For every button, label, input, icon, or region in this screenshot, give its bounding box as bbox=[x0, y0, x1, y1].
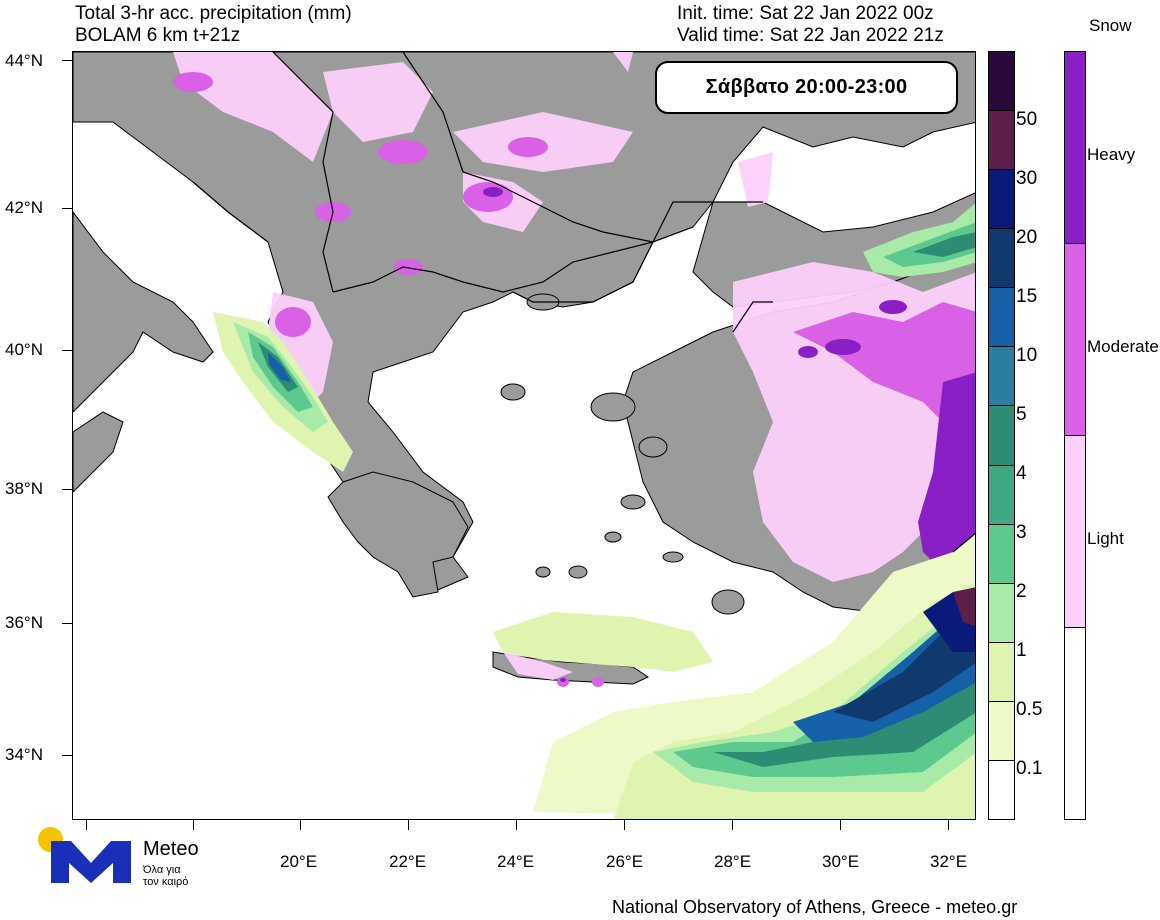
rain-label-2: 2 bbox=[1016, 581, 1027, 602]
model-label: BOLAM 6 km t+21z bbox=[75, 25, 241, 46]
lon-label-22: 22°E bbox=[389, 852, 427, 871]
rain-colorbar-segment bbox=[989, 228, 1014, 288]
snow-label-moderate: Moderate bbox=[1087, 337, 1159, 356]
lon-tick bbox=[948, 820, 949, 830]
lat-tick bbox=[62, 208, 72, 209]
lat-label-34: 34°N bbox=[5, 745, 43, 764]
rain-label-15: 15 bbox=[1016, 286, 1038, 307]
snow-heavy-areas bbox=[483, 187, 975, 682]
snow-colorbar-segment bbox=[1065, 435, 1085, 627]
lon-label-20: 20°E bbox=[280, 852, 318, 871]
lon-label-26: 26°E bbox=[606, 852, 644, 871]
rain-label-5: 5 bbox=[1016, 404, 1027, 425]
lat-tick bbox=[62, 60, 72, 61]
lat-label-40: 40°N bbox=[5, 340, 43, 359]
lat-label-44: 44°N bbox=[5, 51, 43, 70]
precipitation-map bbox=[72, 51, 976, 820]
lat-tick bbox=[62, 350, 72, 351]
rain-blacksea bbox=[863, 203, 975, 277]
lon-tick bbox=[300, 820, 301, 830]
rain-colorbar bbox=[988, 51, 1015, 820]
rain-colorbar-segment bbox=[989, 405, 1014, 465]
rain-label-50: 50 bbox=[1016, 109, 1038, 130]
snow-colorbar-segment bbox=[1065, 243, 1085, 435]
lon-tick bbox=[408, 820, 409, 830]
lon-tick bbox=[516, 820, 517, 830]
rain-label-0-5: 0.5 bbox=[1016, 699, 1043, 720]
map-title: Total 3-hr acc. precipitation (mm) bbox=[75, 3, 352, 24]
rain-colorbar-segment bbox=[989, 169, 1014, 229]
snow-label-heavy: Heavy bbox=[1087, 145, 1136, 164]
rain-colorbar-segment bbox=[989, 759, 1014, 820]
logo-name: Meteo bbox=[143, 838, 199, 860]
rain-colorbar-segment bbox=[989, 287, 1014, 347]
period-label: Σάββατο 20:00-23:00 bbox=[655, 61, 958, 114]
init-time: Init. time: Sat 22 Jan 2022 00z bbox=[677, 3, 934, 24]
rain-colorbar-segment bbox=[989, 110, 1014, 170]
lat-label-36: 36°N bbox=[5, 613, 43, 632]
logo-tagline: Όλα για τον καιρό bbox=[143, 864, 188, 888]
lon-label-32: 32°E bbox=[930, 852, 968, 871]
rain-colorbar-segment bbox=[989, 346, 1014, 406]
lat-label-38: 38°N bbox=[5, 479, 43, 498]
rain-crete bbox=[493, 612, 713, 672]
rain-label-0-1: 0.1 bbox=[1016, 758, 1043, 779]
rain-label-20: 20 bbox=[1016, 227, 1038, 248]
logo-tagline-line1: Όλα για bbox=[143, 864, 181, 876]
lat-label-42: 42°N bbox=[5, 198, 43, 217]
rain-label-10: 10 bbox=[1016, 345, 1038, 366]
lon-label-30: 30°E bbox=[822, 852, 860, 871]
rain-colorbar-segment bbox=[989, 641, 1014, 701]
lon-tick bbox=[624, 820, 625, 830]
lon-label-24: 24°E bbox=[497, 852, 535, 871]
meteo-m-icon bbox=[51, 841, 131, 883]
lon-tick bbox=[732, 820, 733, 830]
lat-tick bbox=[62, 489, 72, 490]
snow-light-areas bbox=[173, 52, 975, 680]
land-peloponnese bbox=[327, 471, 469, 598]
snow-label-light: Light bbox=[1087, 529, 1124, 548]
rain-label-3: 3 bbox=[1016, 522, 1027, 543]
snow-scale-title: Snow bbox=[1089, 16, 1132, 35]
meteo-logo: Meteo Όλα για τον καιρό bbox=[35, 826, 215, 890]
snow-colorbar-segment bbox=[1065, 627, 1085, 819]
rain-label-1: 1 bbox=[1016, 640, 1027, 661]
land-italy-south bbox=[73, 411, 124, 493]
lon-label-28: 28°E bbox=[714, 852, 752, 871]
logo-tagline-line2: τον καιρό bbox=[143, 876, 189, 888]
snow-colorbar bbox=[1064, 51, 1086, 820]
lat-tick bbox=[62, 755, 72, 756]
rain-colorbar-segment bbox=[989, 464, 1014, 524]
rain-colorbar-segment bbox=[989, 523, 1014, 583]
land-italy bbox=[73, 211, 214, 413]
rain-southeast bbox=[533, 533, 975, 819]
snow-colorbar-segment bbox=[1065, 52, 1085, 243]
rain-label-30: 30 bbox=[1016, 168, 1038, 189]
rain-colorbar-segment bbox=[989, 700, 1014, 760]
snow-moderate-areas bbox=[173, 72, 975, 687]
rain-label-4: 4 bbox=[1016, 463, 1027, 484]
map-canvas bbox=[73, 52, 975, 819]
rain-colorbar-segment bbox=[989, 582, 1014, 642]
footer-credit: National Observatory of Athens, Greece -… bbox=[612, 897, 1018, 917]
rain-colorbar-segment bbox=[989, 52, 1014, 111]
country-borders bbox=[192, 52, 975, 553]
lon-tick bbox=[86, 820, 87, 830]
lat-tick bbox=[62, 623, 72, 624]
lon-tick bbox=[840, 820, 841, 830]
valid-time: Valid time: Sat 22 Jan 2022 21z bbox=[677, 25, 944, 46]
rain-ionian bbox=[213, 312, 353, 472]
lon-tick bbox=[193, 820, 194, 830]
